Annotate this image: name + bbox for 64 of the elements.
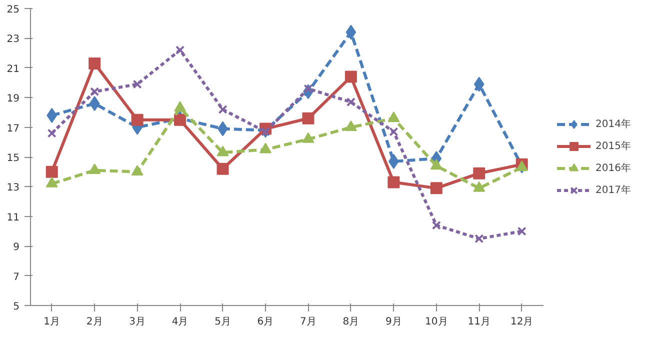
x-tick-label: 3月 [129, 316, 146, 328]
point [388, 112, 400, 122]
legend-label: 2014年 [596, 118, 631, 130]
x-tick-label: 2月 [86, 316, 103, 328]
point [473, 167, 486, 180]
point [46, 108, 58, 123]
point [432, 220, 441, 230]
x-tick-label: 1月 [44, 316, 60, 328]
point [302, 112, 314, 124]
point [473, 181, 486, 192]
point [131, 165, 144, 176]
x-tick-label: 7月 [300, 316, 316, 328]
point [132, 80, 142, 89]
point [346, 24, 356, 40]
y-tick-label: 13 [6, 182, 20, 194]
y-tick-label: 21 [6, 64, 20, 75]
y-tick-label: 5 [13, 302, 20, 312]
point [89, 96, 100, 112]
point [46, 176, 58, 188]
y-tick-label: 15 [6, 153, 20, 164]
y-tick-label: 19 [6, 94, 20, 105]
point [259, 142, 272, 154]
y-tick-label: 7 [13, 272, 20, 283]
point [88, 164, 101, 174]
legend-label: 2017年 [596, 184, 631, 196]
point [218, 104, 228, 114]
x-tick-label: 11月 [468, 316, 490, 328]
point [430, 159, 442, 170]
point [260, 127, 270, 136]
legend-label: 2015年 [596, 140, 631, 152]
point [430, 182, 442, 194]
point [216, 162, 229, 175]
x-tick-label: 4月 [172, 316, 188, 328]
y-tick-label: 9 [13, 242, 20, 254]
point [174, 101, 186, 112]
point [174, 114, 186, 126]
x-tick-label: 8月 [342, 316, 360, 328]
point [344, 70, 357, 83]
point [302, 132, 314, 143]
point [474, 76, 484, 92]
x-tick-label: 9月 [385, 316, 402, 328]
point [90, 87, 100, 96]
x-tick-label: 10月 [425, 316, 448, 328]
point [516, 160, 528, 172]
point [474, 234, 484, 244]
point [46, 166, 58, 178]
point [344, 120, 357, 131]
y-tick-label: 23 [6, 34, 20, 46]
point [47, 128, 56, 138]
x-tick-label: 6月 [257, 316, 274, 328]
y-tick-label: 11 [6, 212, 20, 224]
legend-label: 2016年 [596, 162, 631, 174]
point [216, 146, 229, 156]
point [88, 57, 101, 70]
x-tick-label: 5月 [214, 316, 231, 328]
point [176, 46, 185, 55]
point [388, 176, 400, 188]
point [389, 127, 398, 136]
point [131, 114, 144, 126]
point [346, 98, 356, 107]
y-tick-label: 17 [6, 123, 20, 134]
y-tick-label: 25 [6, 4, 20, 16]
x-tick-label: 12月 [510, 316, 534, 328]
point [517, 226, 526, 236]
